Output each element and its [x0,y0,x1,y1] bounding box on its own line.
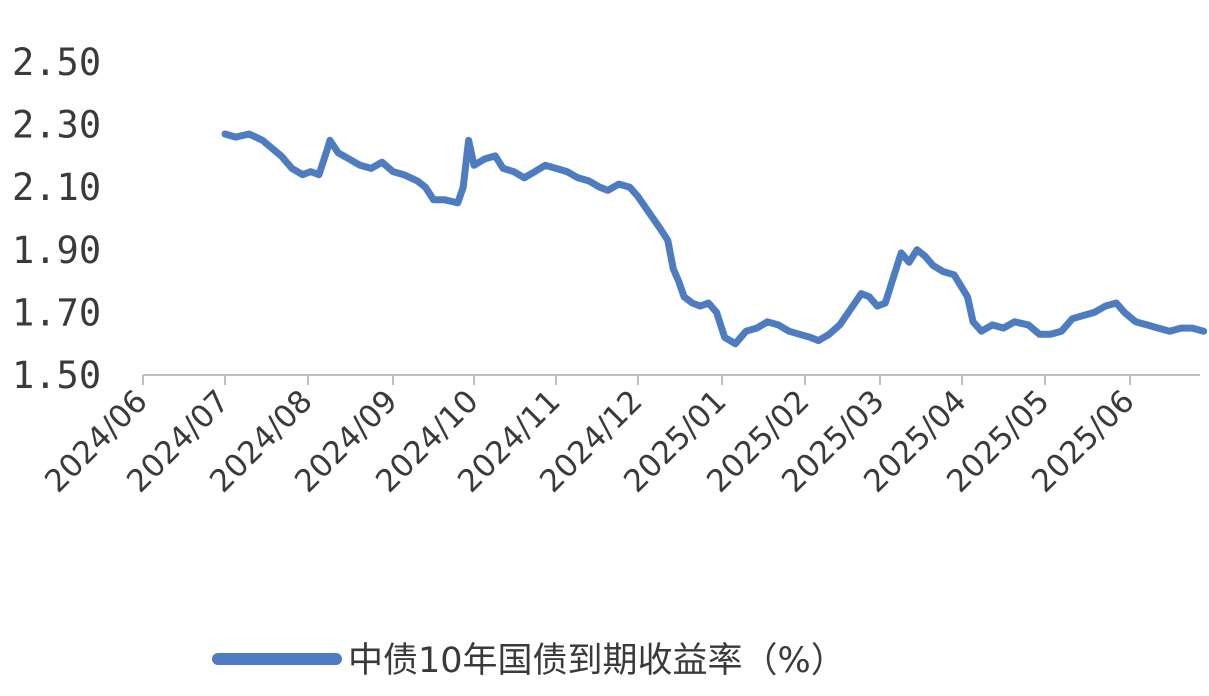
x-axis-tick-marks [142,375,1131,385]
legend-label: 中债10年国债到期收益率（%） [348,641,846,681]
y-tick-label: 2.10 [12,166,101,209]
y-tick-label: 2.30 [12,104,101,147]
y-tick-label: 1.50 [12,354,101,397]
legend: 中债10年国债到期收益率（%） [212,641,846,681]
y-axis-tick-labels: 1.50 1.70 1.90 2.10 2.30 2.50 [12,41,101,397]
series-layer [221,130,1208,348]
y-tick-label: 2.50 [12,41,101,84]
x-axis-tick-labels: 2024/062024/072024/082024/092024/102024/… [38,383,1142,500]
y-tick-label: 1.90 [12,229,101,272]
series-line [221,130,1208,348]
y-tick-label: 1.70 [12,291,101,334]
